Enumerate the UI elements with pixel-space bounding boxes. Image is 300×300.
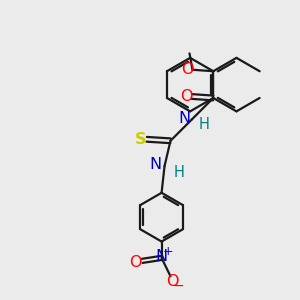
Text: O: O bbox=[130, 255, 142, 270]
Text: +: + bbox=[162, 245, 173, 258]
Text: −: − bbox=[172, 279, 184, 293]
Text: S: S bbox=[135, 132, 146, 147]
Text: O: O bbox=[181, 62, 194, 77]
Text: N: N bbox=[155, 249, 168, 264]
Text: N: N bbox=[178, 111, 190, 126]
Text: N: N bbox=[149, 157, 162, 172]
Text: O: O bbox=[166, 274, 178, 289]
Text: O: O bbox=[180, 89, 192, 104]
Text: H: H bbox=[173, 165, 184, 180]
Text: H: H bbox=[198, 117, 209, 132]
